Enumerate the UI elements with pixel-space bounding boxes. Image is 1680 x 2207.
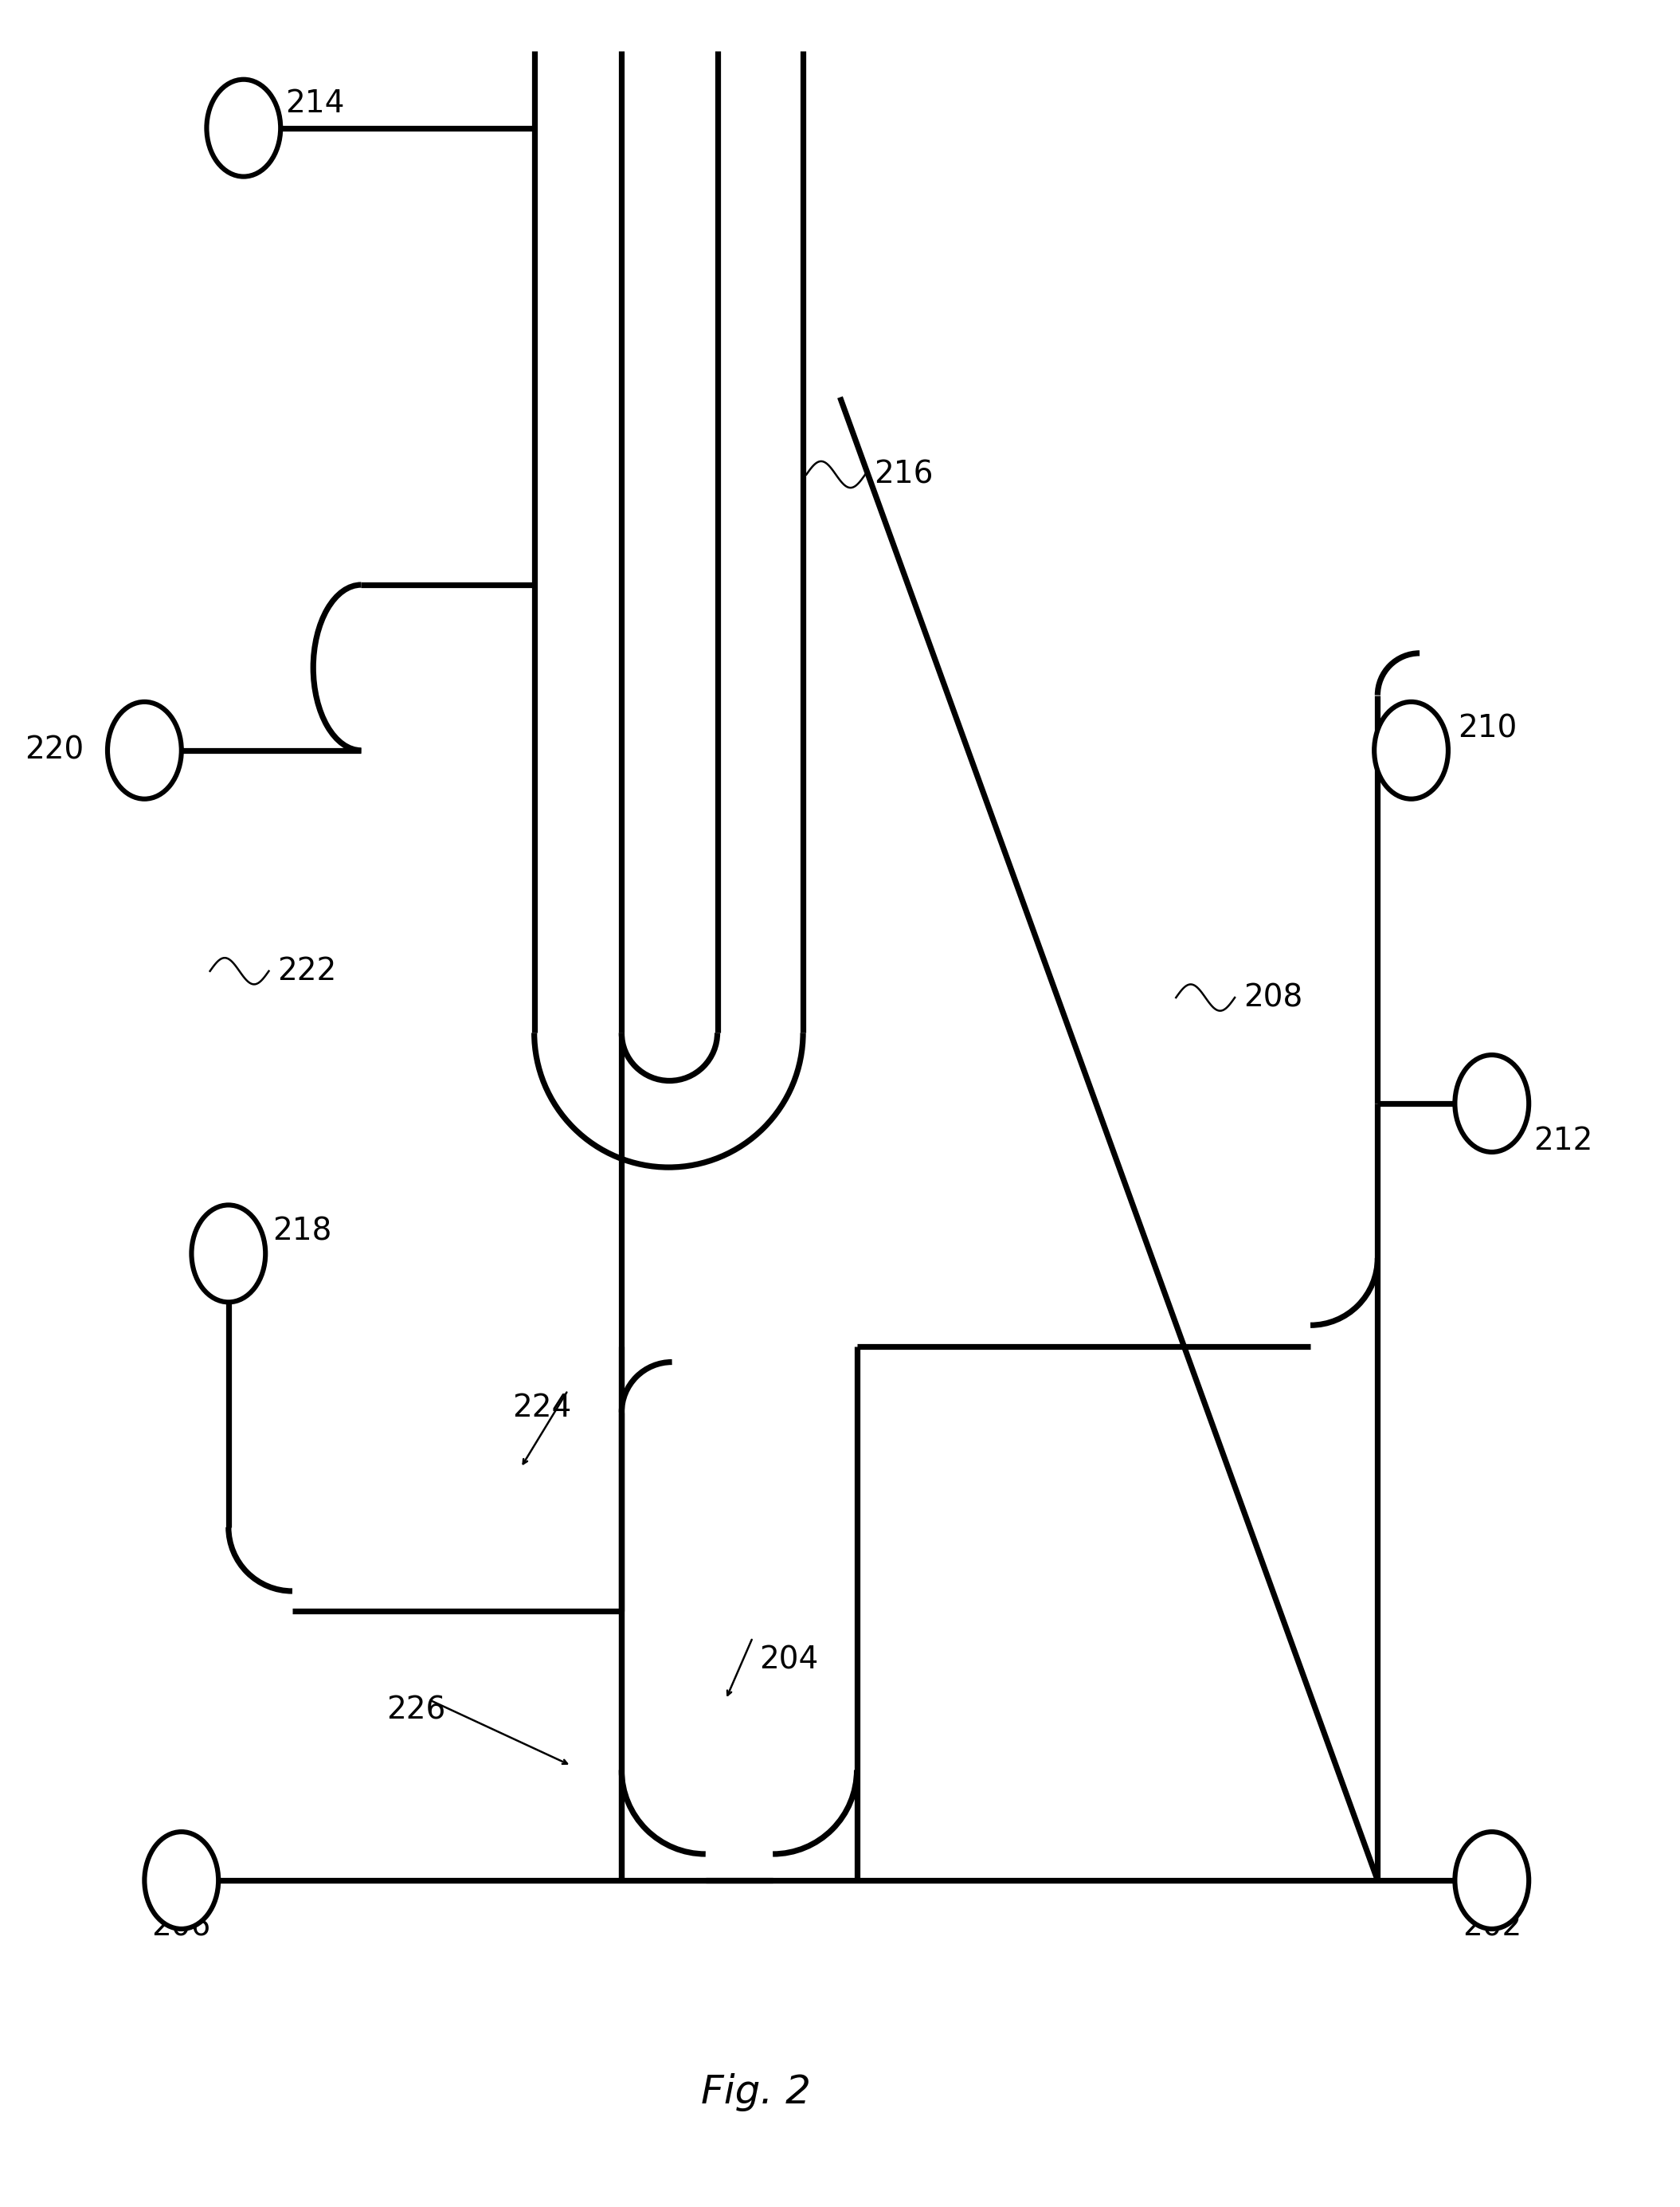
Circle shape — [1455, 1055, 1529, 1152]
Text: 218: 218 — [272, 1216, 331, 1247]
Text: 206: 206 — [151, 1911, 212, 1942]
Circle shape — [1374, 702, 1448, 799]
Circle shape — [108, 702, 181, 799]
Circle shape — [1455, 1832, 1529, 1929]
Text: 222: 222 — [277, 956, 336, 987]
Text: 212: 212 — [1534, 1126, 1593, 1156]
Text: Fig. 2: Fig. 2 — [701, 2072, 811, 2112]
Text: 202: 202 — [1462, 1911, 1522, 1942]
Circle shape — [207, 79, 281, 177]
Text: 226: 226 — [386, 1695, 445, 1726]
Text: 224: 224 — [512, 1393, 571, 1424]
Text: 204: 204 — [759, 1644, 818, 1675]
Text: 220: 220 — [25, 735, 84, 766]
Circle shape — [144, 1832, 218, 1929]
Text: 214: 214 — [286, 88, 344, 119]
Text: 208: 208 — [1243, 982, 1302, 1013]
Text: 210: 210 — [1458, 713, 1517, 744]
Circle shape — [192, 1205, 265, 1302]
Text: 216: 216 — [874, 459, 932, 490]
